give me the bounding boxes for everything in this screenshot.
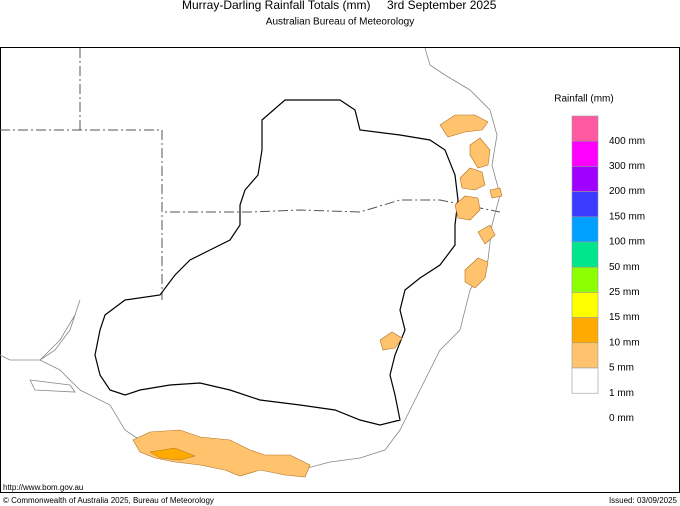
legend-swatch	[571, 140, 599, 167]
legend-title: Rainfall (mm)	[554, 94, 613, 105]
legend-label: 0 mm	[609, 413, 634, 424]
state-borders	[0, 48, 501, 300]
legend-swatch	[571, 166, 599, 192]
legend-label: 100 mm	[609, 237, 645, 248]
legend-label: 1 mm	[609, 388, 634, 399]
legend-swatch	[571, 115, 599, 142]
subtitle: Australian Bureau of Meteorology	[266, 17, 414, 28]
basin-boundary	[94, 99, 459, 426]
legend-swatch	[571, 266, 599, 293]
legend-swatch	[571, 292, 599, 318]
legend: Rainfall (mm) 400 mm 300 mm 200 mm 150 mm 10…	[554, 94, 645, 424]
legend-label: 200 mm	[609, 186, 645, 197]
legend-label: 5 mm	[609, 363, 634, 374]
legend-label: 150 mm	[609, 211, 645, 222]
legend-swatch	[571, 317, 599, 344]
legend-label: 10 mm	[609, 337, 640, 348]
footer-url: http://www.bom.gov.au	[3, 483, 83, 492]
legend-swatch	[571, 216, 599, 243]
coastline	[0, 47, 501, 471]
legend-label: 15 mm	[609, 312, 640, 323]
date: 3rd September 2025	[387, 0, 497, 12]
legend-swatch	[571, 191, 599, 218]
title: Murray-Darling Rainfall Totals (mm)	[182, 0, 370, 12]
legend-label: 300 mm	[609, 161, 645, 172]
legend-swatch	[571, 241, 599, 268]
legend-label: 50 mm	[609, 262, 640, 273]
footer-copyright: © Commonwealth of Australia 2025, Bureau…	[3, 496, 214, 505]
legend-swatch	[571, 367, 599, 394]
footer-issued: Issued: 03/09/2025	[609, 496, 678, 505]
legend-swatch	[571, 342, 599, 369]
map	[0, 47, 680, 493]
legend-label: 25 mm	[609, 287, 640, 298]
rainfall-areas	[132, 114, 503, 478]
legend-label: 400 mm	[609, 136, 645, 147]
